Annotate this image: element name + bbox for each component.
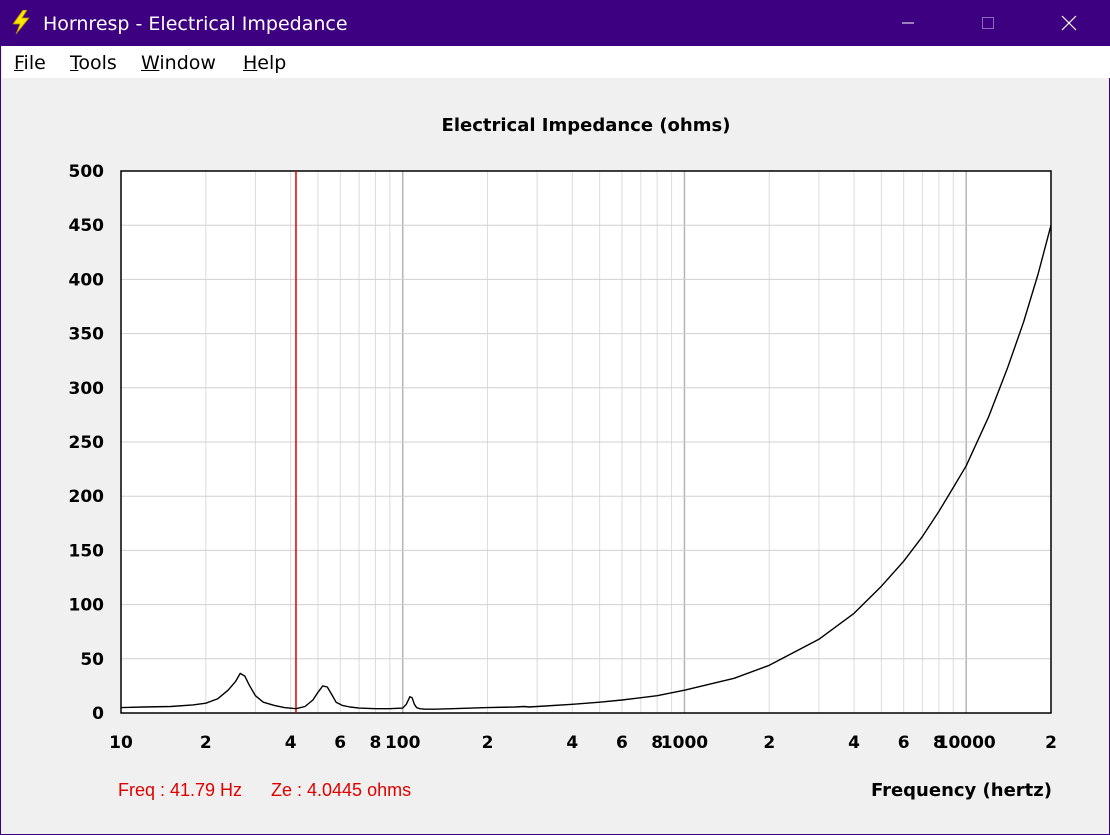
y-tick-label: 500 <box>69 162 105 182</box>
x-tick-label: 4 <box>848 733 860 753</box>
x-tick-label: 8 <box>370 733 382 753</box>
y-tick-label: 0 <box>92 704 104 724</box>
x-tick-label: 6 <box>616 733 628 753</box>
x-tick-label: 2 <box>482 733 494 753</box>
menu-bar: File Tools Window Help <box>2 46 1110 78</box>
y-tick-label: 350 <box>69 325 105 345</box>
x-tick-label: 10000 <box>937 733 996 753</box>
title-bar[interactable]: Hornresp - Electrical Impedance <box>1 0 1110 46</box>
close-button[interactable] <box>1046 0 1092 46</box>
x-tick-label: 1000 <box>661 733 708 753</box>
close-icon <box>1061 15 1077 31</box>
impedance-readout: Ze : 4.0445 ohms <box>271 780 412 800</box>
x-tick-label: 8 <box>651 733 663 753</box>
frequency-readout: Freq : 41.79 Hz <box>118 780 243 800</box>
x-tick-label: 100 <box>385 733 421 753</box>
minimize-button[interactable] <box>885 0 931 46</box>
impedance-curve <box>120 225 1052 710</box>
x-tick-label: 10 <box>109 733 133 753</box>
x-tick-label: 4 <box>285 733 297 753</box>
x-tick-label: 6 <box>334 733 346 753</box>
maximize-icon <box>982 17 994 29</box>
lightning-bolt-icon <box>12 10 30 34</box>
window-title: Hornresp - Electrical Impedance <box>43 13 348 35</box>
y-tick-label: 400 <box>69 270 105 290</box>
x-tick-label: 6 <box>898 733 910 753</box>
minimize-icon <box>902 22 914 24</box>
y-tick-label: 50 <box>80 650 104 670</box>
chart-title: Electrical Impedance (ohms) <box>441 115 731 136</box>
y-tick-label: 100 <box>69 596 105 616</box>
y-tick-label: 450 <box>69 216 105 236</box>
y-tick-label: 200 <box>69 487 105 507</box>
y-tick-label: 250 <box>69 433 105 453</box>
x-tick-label: 2 <box>1045 733 1057 753</box>
y-tick-label: 150 <box>69 541 105 561</box>
x-tick-label: 2 <box>200 733 212 753</box>
menu-help[interactable]: Help <box>243 52 287 74</box>
x-tick-label: 2 <box>763 733 775 753</box>
menu-tools[interactable]: Tools <box>70 52 117 74</box>
plot-frame <box>120 170 1052 714</box>
x-tick-label: 8 <box>933 733 945 753</box>
x-axis-label: Frequency (hertz) <box>870 780 1052 801</box>
x-tick-label: 4 <box>566 733 578 753</box>
menu-file[interactable]: File <box>14 52 46 74</box>
maximize-button[interactable] <box>965 0 1011 46</box>
y-tick-label: 300 <box>69 379 105 399</box>
menu-window[interactable]: Window <box>141 52 216 74</box>
